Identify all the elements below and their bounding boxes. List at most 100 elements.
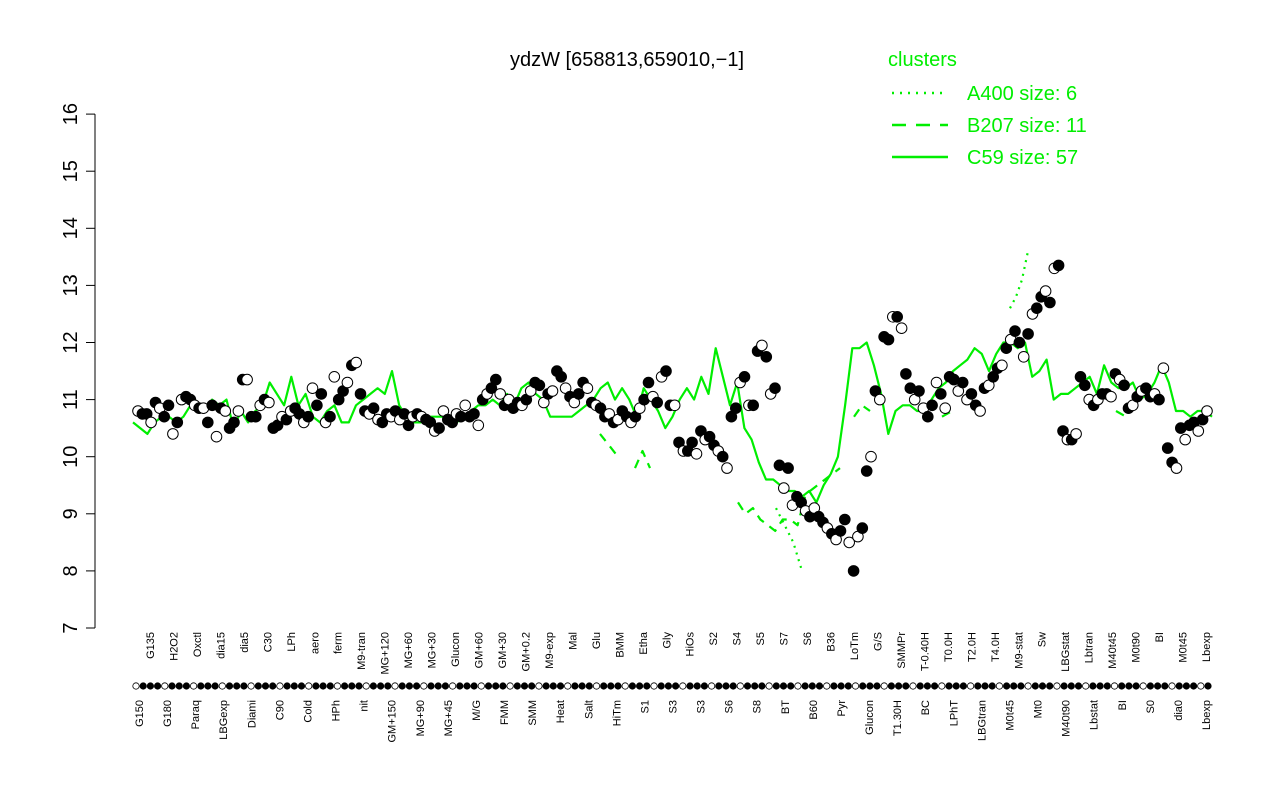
x-marker-127: [1046, 682, 1054, 690]
x-label-top-2: Oxctl: [192, 632, 204, 657]
x-marker-80: [707, 682, 716, 690]
x-marker-129: [1060, 682, 1068, 690]
x-label-top-38: Sw: [1037, 632, 1049, 647]
y-tick-label-7: 14: [60, 217, 82, 239]
x-marker-135: [1103, 682, 1111, 690]
x-marker-75: [671, 682, 680, 690]
x-label-top-10: MG+120: [380, 632, 392, 675]
data-point-170: [874, 393, 886, 406]
x-label-top-33: T-0.40H: [919, 632, 931, 671]
x-marker-69: [628, 682, 637, 690]
x-marker-88: [765, 682, 773, 690]
x-label-bottom-5: C90: [274, 700, 286, 720]
x-marker-81: [715, 682, 723, 690]
x-marker-78: [693, 682, 701, 690]
data-point-8: [167, 428, 179, 440]
data-point-235: [1157, 362, 1170, 375]
y-tick-label-5: 12: [60, 331, 82, 353]
data-point-39: [302, 410, 315, 423]
x-marker-134: [1096, 682, 1104, 690]
y-tick-label-8: 15: [60, 160, 82, 182]
x-marker-42: [434, 682, 442, 690]
x-marker-141: [1146, 682, 1155, 690]
x-marker-60: [564, 682, 572, 690]
x-label-bottom-21: S6: [724, 700, 736, 713]
data-point-243: [1192, 425, 1205, 437]
x-label-bottom-18: S1: [639, 700, 651, 713]
y-tick-label-3: 10: [60, 446, 82, 468]
x-marker-44: [448, 682, 457, 690]
x-marker-121: [1002, 682, 1011, 690]
x-marker-32: [362, 682, 370, 690]
x-marker-58: [549, 682, 557, 690]
x-marker-107: [902, 682, 910, 690]
x-marker-55: [528, 682, 536, 690]
x-label-bottom-4: Diami: [246, 700, 258, 728]
x-label-top-11: MG+60: [403, 632, 415, 668]
x-marker-19: [269, 682, 277, 690]
x-marker-8: [190, 682, 198, 690]
x-marker-102: [866, 682, 874, 690]
x-marker-104: [880, 682, 888, 690]
x-axis-labels: G150 G180 Paraq LBGexp Diami C90 Cold HPh nit GM+…: [132, 631, 1213, 743]
x-marker-23: [297, 682, 306, 690]
y-tick-label-1: 8: [60, 565, 82, 576]
x-marker-59: [556, 682, 565, 690]
y-axis: 7 8 9 10 11 12 13 14 15 16: [60, 103, 96, 634]
x-marker-45: [456, 682, 464, 690]
data-point-206: [1031, 302, 1043, 315]
x-marker-38: [405, 682, 413, 690]
data-point-209: [1044, 296, 1056, 309]
x-marker-30: [348, 682, 356, 690]
data-point-236: [1161, 442, 1174, 454]
data-point-176: [900, 368, 912, 380]
x-label-bottom-14: SMM: [527, 700, 539, 726]
x-marker-40: [420, 682, 428, 690]
legend-label-a400: A400 size: 6: [967, 83, 1077, 105]
x-label-bottom-16: Salt: [583, 700, 595, 719]
data-point-97: [555, 371, 568, 383]
x-label-top-8: ferm: [333, 632, 345, 654]
x-label-top-26: S5: [755, 632, 767, 645]
x-marker-33: [369, 682, 377, 690]
x-marker-79: [700, 682, 709, 690]
x-marker-131: [1074, 682, 1083, 690]
x-label-top-6: LPh: [286, 632, 298, 652]
x-marker-73: [657, 682, 665, 690]
x-marker-46: [463, 682, 471, 690]
x-label-top-32: SMMPr: [896, 632, 908, 669]
x-marker-108: [909, 682, 917, 690]
data-point-223: [1105, 390, 1117, 403]
data-point-42: [315, 388, 328, 400]
x-marker-120: [995, 682, 1004, 690]
x-label-top-25: S4: [732, 632, 744, 645]
data-point-92: [533, 379, 546, 392]
data-point-82: [490, 373, 502, 386]
data-point-234: [1153, 393, 1165, 406]
x-marker-66: [607, 682, 615, 690]
series-line-b207-seg-0: [599, 433, 619, 458]
x-label-bottom-24: B60: [808, 700, 820, 720]
x-marker-139: [1132, 682, 1140, 690]
x-label-bottom-19: S3: [668, 700, 680, 713]
data-point-183: [930, 376, 943, 389]
x-label-bottom-6: Cold: [303, 700, 315, 723]
x-marker-13: [225, 682, 234, 690]
x-marker-47: [470, 682, 478, 690]
x-marker-93: [801, 682, 809, 690]
data-point-22: [228, 416, 240, 429]
x-label-bottom-20: S3: [696, 700, 708, 713]
x-marker-74: [664, 682, 673, 690]
data-point-148: [778, 482, 790, 494]
data-points: [132, 259, 1213, 577]
data-point-48: [341, 376, 354, 389]
x-label-bottom-36: S0: [1145, 700, 1157, 713]
x-marker-53: [513, 682, 521, 690]
series-line-b207-seg-6: [1115, 410, 1127, 418]
x-label-top-41: M40t45: [1107, 632, 1119, 669]
data-point-179: [913, 385, 925, 397]
data-point-185: [939, 402, 952, 415]
x-marker-18: [261, 682, 270, 690]
data-point-182: [926, 399, 938, 412]
